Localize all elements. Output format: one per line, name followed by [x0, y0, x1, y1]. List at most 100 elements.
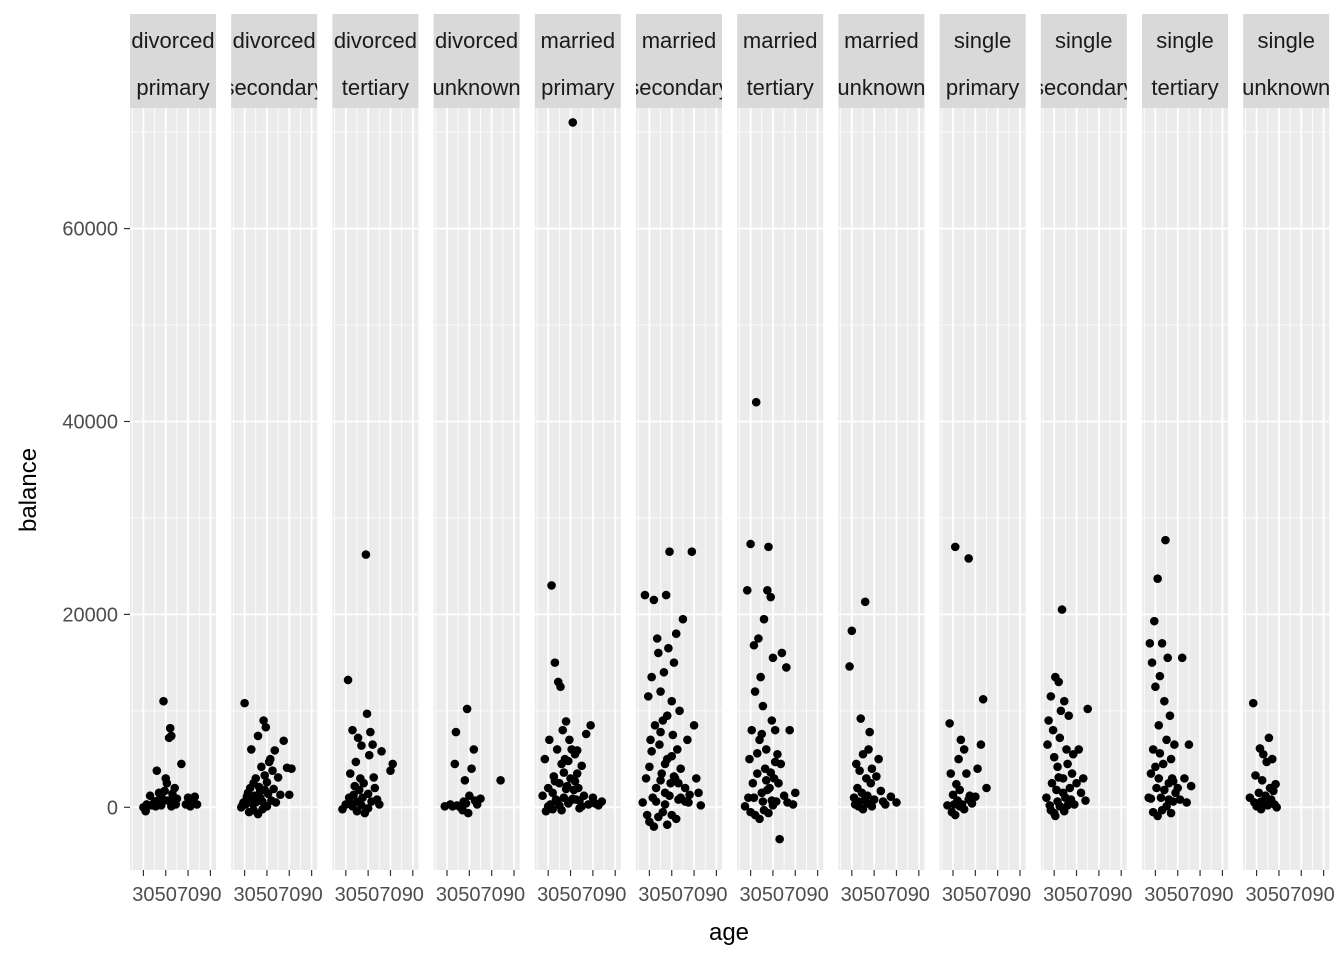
data-point	[767, 796, 777, 805]
data-point	[864, 745, 873, 754]
data-point	[364, 750, 374, 760]
facet-strip-label-top: married	[743, 28, 818, 53]
data-point	[353, 733, 363, 743]
facet-strip-label-bottom: primary	[136, 75, 209, 100]
data-point	[279, 736, 288, 746]
data-point	[177, 759, 186, 769]
x-tick-label: 50	[1268, 884, 1290, 906]
x-tick-label: 30	[132, 884, 154, 906]
x-tick-label: 70	[885, 884, 907, 906]
data-point	[153, 796, 163, 805]
data-point	[694, 788, 703, 798]
x-tick-label: 50	[256, 884, 278, 906]
data-point	[646, 735, 655, 745]
data-point	[746, 539, 755, 549]
data-point	[692, 774, 701, 783]
x-tick-label: 30	[1144, 884, 1166, 906]
data-point	[673, 745, 682, 754]
data-point	[956, 735, 966, 745]
data-point	[259, 716, 268, 725]
x-tick-label: 30	[233, 884, 255, 906]
data-point	[1059, 696, 1069, 706]
x-tick-label: 70	[987, 884, 1009, 906]
facet-strip-label-top: divorced	[334, 28, 417, 53]
x-tick-label: 30	[638, 884, 660, 906]
data-point	[1042, 793, 1051, 802]
facet-strip	[737, 14, 824, 108]
data-point	[262, 802, 272, 811]
data-point	[1161, 535, 1170, 545]
data-point	[1151, 682, 1160, 692]
x-tick-label: 50	[661, 884, 683, 906]
data-point	[950, 810, 960, 820]
data-point	[869, 795, 879, 804]
data-point	[851, 759, 861, 769]
data-point	[683, 735, 692, 745]
facet-points	[1144, 535, 1196, 821]
x-tick-label: 50	[1167, 884, 1189, 906]
data-point	[1074, 745, 1084, 754]
data-point	[976, 740, 986, 749]
data-point	[892, 798, 901, 807]
data-point	[363, 803, 373, 813]
data-point	[881, 800, 890, 809]
data-point	[638, 798, 647, 807]
data-point	[668, 730, 678, 740]
data-point	[758, 701, 768, 711]
data-point	[577, 802, 587, 811]
data-point	[377, 747, 386, 756]
data-point	[774, 778, 783, 788]
data-point	[1162, 802, 1171, 811]
data-point	[1146, 769, 1156, 778]
data-point	[1182, 798, 1191, 807]
data-point	[978, 694, 988, 704]
x-tick-label: 50	[559, 884, 581, 906]
data-point	[459, 797, 469, 806]
data-point	[973, 764, 982, 774]
data-point	[773, 749, 782, 759]
facet-strip-label-bottom: secondary	[628, 75, 730, 100]
data-point	[1269, 786, 1278, 796]
data-point	[964, 554, 973, 563]
data-point	[671, 629, 681, 638]
data-point	[755, 814, 764, 824]
data-point	[255, 793, 265, 802]
x-tick-label: 30	[335, 884, 357, 906]
facet-strip-label-bottom: primary	[946, 75, 1019, 100]
data-point	[579, 791, 589, 801]
data-point	[162, 778, 172, 788]
data-point	[270, 746, 280, 755]
facet-strip	[534, 14, 621, 108]
data-point	[467, 764, 476, 774]
data-point	[548, 788, 557, 798]
data-point	[1175, 795, 1185, 804]
data-point	[642, 810, 652, 820]
facet-points	[1245, 698, 1282, 814]
facet-panel: single tertiary 30 50 70 90	[1142, 14, 1234, 906]
data-point	[1158, 759, 1168, 769]
y-tick-label: 60000	[62, 219, 118, 241]
data-point	[1267, 754, 1277, 764]
data-point	[1259, 749, 1268, 759]
facet-strip-label-top: divorced	[233, 28, 316, 53]
facet-strip-label-top: single	[1156, 28, 1213, 53]
y-tick-label: 40000	[62, 411, 118, 433]
data-point	[363, 789, 373, 799]
data-point	[1145, 639, 1155, 648]
data-point	[345, 769, 355, 778]
data-point	[777, 648, 787, 658]
data-point	[1164, 795, 1174, 804]
data-point	[375, 800, 384, 809]
data-point	[572, 746, 582, 755]
data-point	[597, 797, 607, 806]
x-tick-label: 70	[683, 884, 705, 906]
x-tick-label: 50	[762, 884, 784, 906]
data-point	[858, 804, 868, 814]
data-point	[1063, 759, 1072, 769]
x-tick-label: 70	[1189, 884, 1211, 906]
data-point	[945, 719, 954, 728]
data-point	[1261, 800, 1270, 809]
data-point	[863, 791, 872, 801]
data-point	[651, 797, 661, 806]
